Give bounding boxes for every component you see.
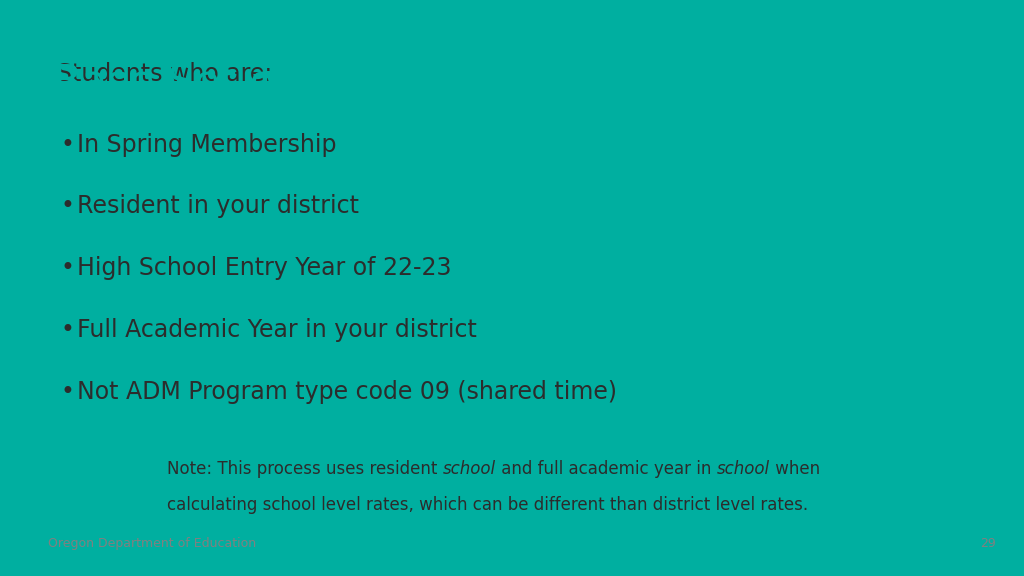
Text: •: • xyxy=(60,132,74,157)
Text: •: • xyxy=(60,318,74,342)
Text: when: when xyxy=(770,460,820,478)
Text: Base Set of Students (Denominator): Base Set of Students (Denominator) xyxy=(53,62,807,104)
Text: Oregon Department of Education: Oregon Department of Education xyxy=(48,537,256,550)
Text: •: • xyxy=(60,380,74,404)
Text: Not ADM Program type code 09 (shared time): Not ADM Program type code 09 (shared tim… xyxy=(77,380,617,404)
Text: In Spring Membership: In Spring Membership xyxy=(77,132,337,157)
Text: school: school xyxy=(442,460,496,478)
Text: Note: This process uses resident: Note: This process uses resident xyxy=(167,460,442,478)
Text: 29: 29 xyxy=(981,537,996,550)
Text: •: • xyxy=(60,256,74,281)
Text: and full academic year in: and full academic year in xyxy=(496,460,717,478)
Text: school: school xyxy=(717,460,770,478)
Text: Full Academic Year in your district: Full Academic Year in your district xyxy=(77,318,477,342)
Text: Students who are:: Students who are: xyxy=(57,62,272,86)
Text: Resident in your district: Resident in your district xyxy=(77,195,359,218)
Text: calculating school level rates, which can be different than district level rates: calculating school level rates, which ca… xyxy=(167,497,808,514)
Text: High School Entry Year of 22-23: High School Entry Year of 22-23 xyxy=(77,256,452,281)
Text: •: • xyxy=(60,195,74,218)
